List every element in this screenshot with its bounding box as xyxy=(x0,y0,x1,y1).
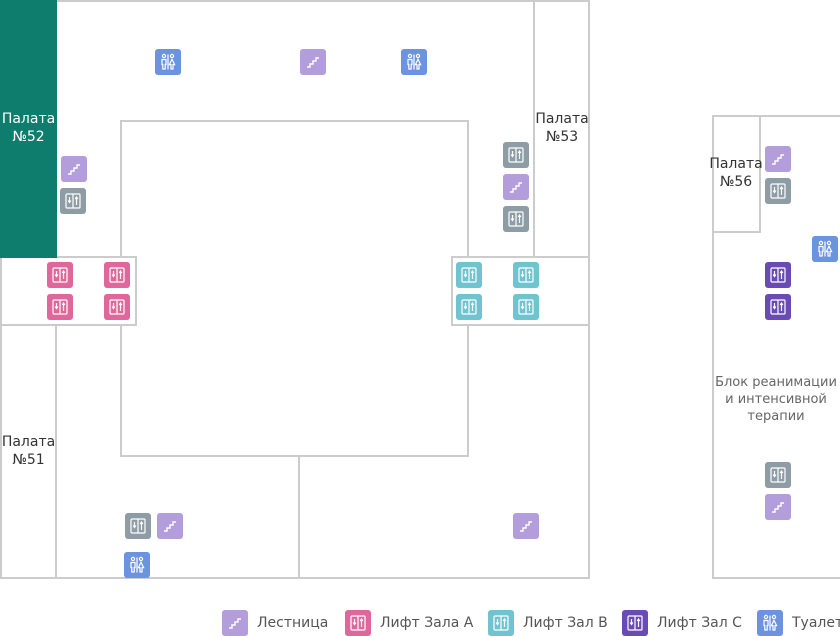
ward-52-label[interactable]: Палата №52 xyxy=(0,110,57,146)
ward-56-label[interactable]: Палата №56 xyxy=(708,155,764,191)
floor-plan xyxy=(0,0,840,579)
ward-53-outline xyxy=(533,0,590,258)
bottom-room-outline xyxy=(55,325,300,579)
stairs-icon[interactable] xyxy=(300,49,326,75)
legend-label: Лифт Зал B xyxy=(523,615,608,631)
ward-51-label-line2: №51 xyxy=(12,452,45,468)
lift-hall-a xyxy=(0,256,137,326)
elevator-icon[interactable] xyxy=(513,262,539,288)
stairs-icon[interactable] xyxy=(765,494,791,520)
courtyard xyxy=(120,120,469,457)
elevator-icon[interactable] xyxy=(47,294,73,320)
legend-item-elevator-b: Лифт Зал B xyxy=(488,610,608,636)
stairs-icon xyxy=(222,610,248,636)
elevator-icon[interactable] xyxy=(513,294,539,320)
ward-53-label-line2: №53 xyxy=(545,129,579,145)
legend-item-elevator-a: Лифт Зала А xyxy=(345,610,473,636)
elevator-icon[interactable] xyxy=(765,462,791,488)
elevator-icon[interactable] xyxy=(503,142,529,168)
stairs-icon[interactable] xyxy=(765,146,791,172)
toilet-icon xyxy=(757,610,783,636)
toilet-icon[interactable] xyxy=(124,552,150,578)
legend-label: Лифт Зал C xyxy=(657,615,742,631)
elevator-icon xyxy=(622,610,648,636)
ward-52-label-line1: Палата xyxy=(1,111,56,127)
ward-56-label-line1: Палата xyxy=(709,156,763,172)
elevator-icon[interactable] xyxy=(503,206,529,232)
elevator-icon[interactable] xyxy=(104,294,130,320)
icu-label-line2: и интенсивной xyxy=(725,392,827,407)
ward-53-label-line1: Палата xyxy=(535,111,589,127)
elevator-icon[interactable] xyxy=(104,262,130,288)
elevator-icon xyxy=(345,610,371,636)
toilet-icon[interactable] xyxy=(155,49,181,75)
toilet-icon[interactable] xyxy=(401,49,427,75)
legend-item-toilet: Туалет xyxy=(757,610,840,636)
ward-52-room[interactable] xyxy=(0,0,57,258)
icu-label[interactable]: Блок реанимации и интенсивной терапии xyxy=(708,374,840,425)
legend-item-elevator-c: Лифт Зал C xyxy=(622,610,742,636)
icu-building-outline xyxy=(712,115,840,579)
elevator-icon[interactable] xyxy=(456,262,482,288)
legend-item-stairs: Лестница xyxy=(222,610,328,636)
legend-label: Лифт Зала А xyxy=(380,615,474,631)
lift-hall-b xyxy=(451,256,590,326)
icu-label-line1: Блок реанимации xyxy=(715,375,837,390)
ward-51-label[interactable]: Палата №51 xyxy=(0,433,57,469)
elevator-icon[interactable] xyxy=(125,513,151,539)
ward-56-outline xyxy=(712,115,761,233)
elevator-icon[interactable] xyxy=(456,294,482,320)
ward-56-label-line2: №56 xyxy=(719,174,753,190)
stairs-icon[interactable] xyxy=(61,156,87,182)
stairs-icon[interactable] xyxy=(513,513,539,539)
elevator-icon xyxy=(488,610,514,636)
walls xyxy=(0,0,840,579)
icu-label-line3: терапии xyxy=(747,409,805,424)
stairs-icon[interactable] xyxy=(157,513,183,539)
ward-51-label-line1: Палата xyxy=(1,434,56,450)
building-outline xyxy=(0,0,590,579)
toilet-icon[interactable] xyxy=(812,236,838,262)
elevator-icon[interactable] xyxy=(60,188,86,214)
legend-label: Туалет xyxy=(792,615,840,631)
elevator-icon[interactable] xyxy=(765,178,791,204)
legend-label: Лестница xyxy=(257,615,329,631)
ward-52-label-line2: №52 xyxy=(12,129,45,145)
elevator-icon[interactable] xyxy=(765,262,791,288)
elevator-icon[interactable] xyxy=(47,262,73,288)
ward-53-label[interactable]: Палата №53 xyxy=(534,110,590,146)
elevator-icon[interactable] xyxy=(765,294,791,320)
stairs-icon[interactable] xyxy=(503,174,529,200)
